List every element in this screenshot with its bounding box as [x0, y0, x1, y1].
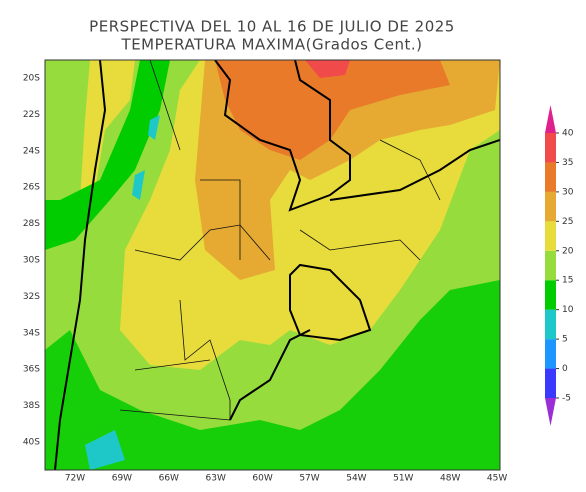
lon-label: 69W: [112, 474, 132, 484]
lat-label: 40S: [23, 438, 40, 448]
colorbar-low-triangle: [545, 398, 556, 426]
colorbar-segment: [545, 133, 556, 163]
field-cyan: [132, 115, 160, 200]
colorbar-segment: [545, 368, 556, 398]
colorbar-label: 10: [562, 305, 574, 315]
lon-label: 45W: [487, 474, 507, 484]
lat-label: 32S: [23, 292, 40, 302]
lat-label: 26S: [23, 183, 40, 193]
lon-label: 63W: [206, 474, 226, 484]
uruguay-border: [289, 263, 372, 342]
field-green: [45, 60, 170, 250]
lon-label: 48W: [440, 474, 460, 484]
colorbar-segment: [545, 309, 556, 340]
lon-label: 54W: [346, 474, 366, 484]
lat-label: 24S: [23, 146, 40, 156]
colorbar-label: 0: [562, 364, 568, 374]
lat-label: 30S: [23, 256, 40, 266]
andes-border: [54, 60, 107, 470]
field-orange: [215, 60, 450, 160]
brazil-coast: [329, 139, 500, 201]
paraguay-border: [214, 60, 351, 212]
lon-label: 72W: [65, 474, 85, 484]
temperature-field: [45, 60, 500, 470]
colorbar-segment: [545, 221, 556, 251]
coastline: [229, 329, 311, 421]
field-green-south: [45, 280, 500, 470]
subtitle: TEMPERATURA MAXIMA(Grados Cent.): [121, 36, 423, 54]
colorbar-label: 15: [562, 276, 573, 286]
colorbar-label: 35: [562, 158, 573, 168]
colorbar-label: 20: [562, 246, 574, 256]
lon-label: 51W: [393, 474, 413, 484]
lon-label: 66W: [159, 474, 179, 484]
colorbar-label: 25: [562, 217, 573, 227]
colorbar-label: 5: [562, 335, 568, 345]
lat-label: 38S: [23, 401, 40, 411]
colorbar-segment: [545, 162, 556, 192]
lat-label: 28S: [23, 219, 40, 229]
lon-label: 60W: [252, 474, 272, 484]
colorbar-segment: [545, 280, 556, 310]
colorbar-label: -5: [562, 394, 571, 404]
colorbar-high-triangle: [545, 105, 556, 133]
field-yellow-west: [80, 60, 135, 200]
colorbar-label: 30: [562, 187, 574, 197]
colorbar-segment: [545, 250, 556, 281]
province-borders: [119, 60, 441, 421]
lat-label: 22S: [23, 110, 40, 120]
field-cyan-south: [85, 430, 125, 470]
lon-label: 57W: [299, 474, 319, 484]
lat-label: 34S: [23, 328, 40, 338]
colorbar-segment: [545, 191, 556, 222]
colorbar-segment: [545, 339, 556, 369]
lat-label: 36S: [23, 365, 40, 375]
colorbar-label: 40: [562, 129, 574, 139]
title: PERSPECTIVA DEL 10 AL 16 DE JULIO DE 202…: [89, 18, 455, 36]
field-red: [305, 60, 350, 78]
lat-label: 20S: [23, 74, 40, 84]
map-frame: [44, 59, 501, 471]
